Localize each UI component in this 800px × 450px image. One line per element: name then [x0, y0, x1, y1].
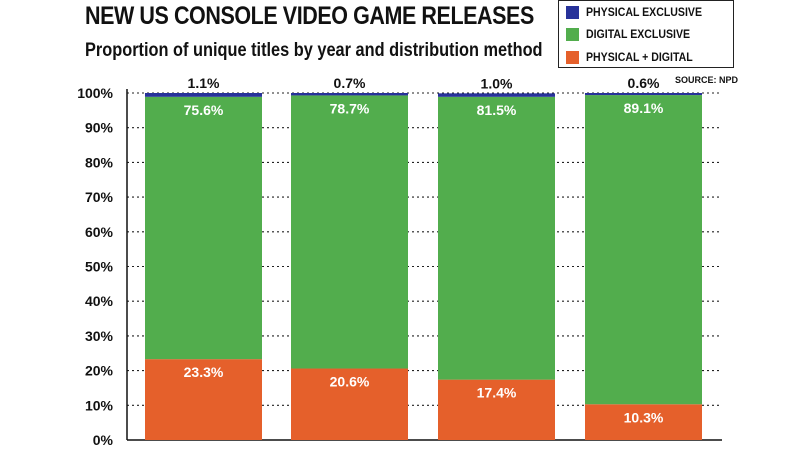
data-label-physical-digital-3: 17.4%	[477, 385, 517, 401]
legend-item-digital-exclusive: DIGITAL EXCLUSIVE	[566, 26, 704, 42]
bar-digital-exclusive-1	[145, 96, 262, 360]
bar-physical-exclusive-2	[291, 93, 408, 96]
bar-physical-digital-2	[291, 368, 408, 440]
y-tick-label: 100%	[77, 85, 113, 101]
legend-swatch-physical-exclusive	[566, 5, 579, 19]
legend-label-digital-exclusive: DIGITAL EXCLUSIVE	[586, 27, 691, 41]
legend-swatch-digital-exclusive	[566, 27, 579, 41]
y-tick-label: 50%	[85, 259, 114, 275]
data-label-digital-exclusive-3: 81.5%	[477, 102, 517, 118]
legend-label-physical-digital: PHYSICAL + DIGITAL	[586, 50, 693, 64]
data-label-physical-exclusive-2: 0.7%	[334, 75, 366, 91]
y-tick-label: 20%	[85, 363, 114, 379]
y-tick-label: 80%	[85, 154, 114, 170]
bar-physical-exclusive-1	[145, 93, 262, 97]
bar-digital-exclusive-3	[438, 96, 555, 380]
bar-physical-digital-4	[585, 404, 702, 440]
data-label-digital-exclusive-2: 78.7%	[330, 100, 370, 116]
data-label-physical-digital-2: 20.6%	[330, 374, 370, 390]
legend: PHYSICAL EXCLUSIVE DIGITAL EXCLUSIVE PHY…	[558, 0, 734, 68]
bar-digital-exclusive-2	[291, 95, 408, 369]
data-label-physical-exclusive-3: 1.0%	[481, 75, 513, 91]
data-label-digital-exclusive-4: 89.1%	[624, 100, 664, 116]
chart-title: NEW US CONSOLE VIDEO GAME RELEASES	[85, 2, 534, 30]
chart-subtitle: Proportion of unique titles by year and …	[85, 40, 543, 61]
data-label-physical-exclusive-4: 0.6%	[628, 75, 660, 91]
y-tick-label: 30%	[85, 328, 114, 344]
y-tick-label: 10%	[85, 397, 114, 413]
legend-swatch-physical-digital	[566, 50, 579, 64]
y-tick-label: 40%	[85, 293, 114, 309]
y-tick-label: 70%	[85, 189, 114, 205]
data-label-physical-digital-1: 23.3%	[184, 364, 224, 380]
bar-physical-digital-3	[438, 379, 555, 440]
legend-item-physical-exclusive: PHYSICAL EXCLUSIVE	[566, 4, 718, 20]
legend-item-physical-digital: PHYSICAL + DIGITAL	[566, 49, 707, 65]
bar-physical-digital-1	[145, 359, 262, 440]
bar-digital-exclusive-4	[585, 95, 702, 405]
data-label-physical-digital-4: 10.3%	[624, 409, 664, 425]
data-label-physical-exclusive-1: 1.1%	[188, 75, 220, 91]
y-tick-label: 0%	[93, 432, 114, 448]
y-tick-label: 90%	[85, 120, 114, 136]
legend-label-physical-exclusive: PHYSICAL EXCLUSIVE	[586, 5, 702, 19]
bar-physical-exclusive-4	[585, 93, 702, 96]
bar-physical-exclusive-3	[438, 93, 555, 97]
data-label-digital-exclusive-1: 75.6%	[184, 102, 224, 118]
source-note: SOURCE: NPD	[675, 75, 739, 85]
y-tick-label: 60%	[85, 224, 114, 240]
